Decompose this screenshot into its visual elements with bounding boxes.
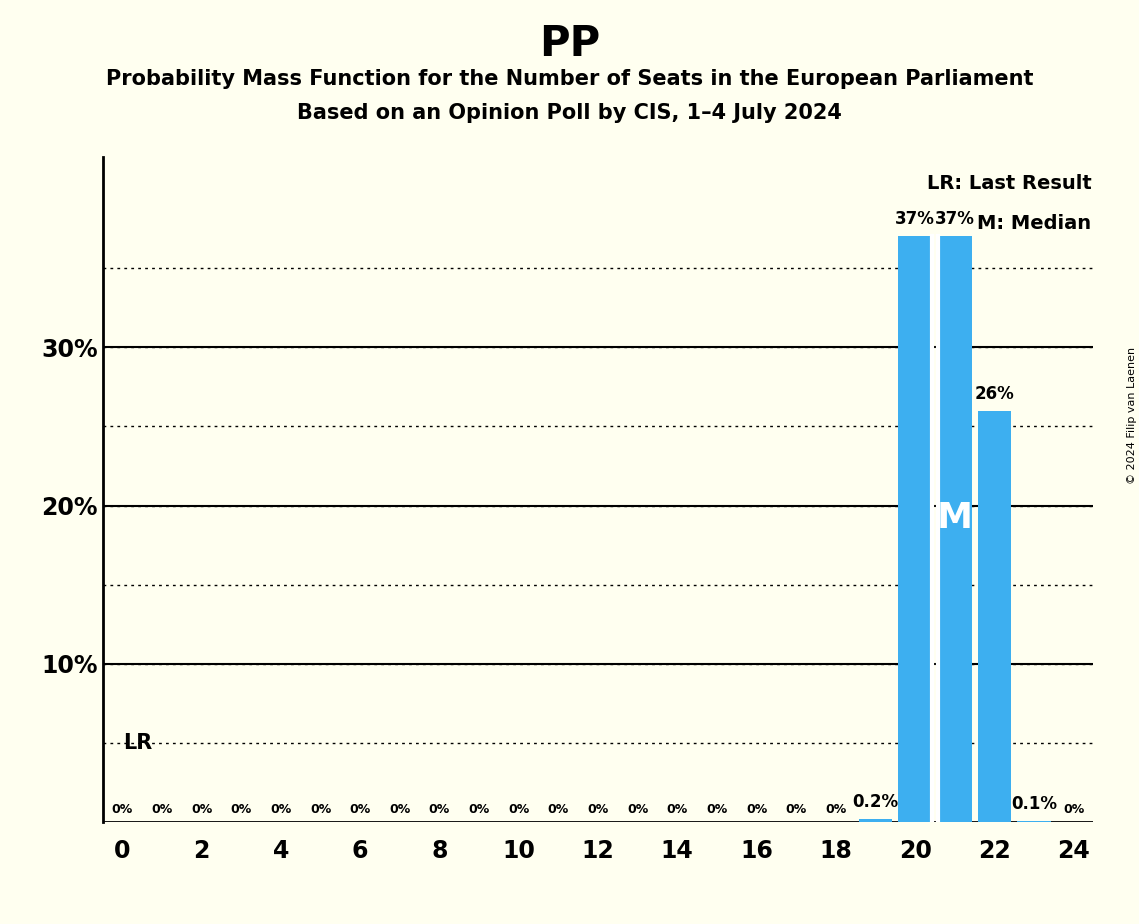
Text: 0%: 0% — [1063, 803, 1084, 816]
Text: 0.2%: 0.2% — [852, 794, 899, 811]
Text: 0%: 0% — [390, 803, 410, 816]
Text: 0%: 0% — [746, 803, 768, 816]
Bar — [899, 237, 932, 822]
Text: 0%: 0% — [270, 803, 292, 816]
Text: LR: LR — [123, 733, 153, 753]
Text: 0%: 0% — [468, 803, 490, 816]
Text: 0%: 0% — [112, 803, 133, 816]
Text: 0%: 0% — [350, 803, 371, 816]
Text: 0%: 0% — [230, 803, 252, 816]
Text: LR: Last Result: LR: Last Result — [927, 174, 1091, 193]
Text: 37%: 37% — [895, 211, 935, 228]
Text: 0%: 0% — [508, 803, 530, 816]
Text: 0%: 0% — [786, 803, 806, 816]
Text: 0%: 0% — [626, 803, 648, 816]
Text: Based on an Opinion Poll by CIS, 1–4 July 2024: Based on an Opinion Poll by CIS, 1–4 Jul… — [297, 103, 842, 124]
Text: 0%: 0% — [666, 803, 688, 816]
Bar — [937, 237, 972, 822]
Text: 0%: 0% — [428, 803, 450, 816]
Text: 37%: 37% — [935, 211, 975, 228]
Bar — [977, 410, 1011, 822]
Bar — [859, 820, 892, 822]
Text: M: Median: M: Median — [977, 213, 1091, 233]
Text: 0%: 0% — [310, 803, 331, 816]
Text: 0%: 0% — [151, 803, 173, 816]
Text: © 2024 Filip van Laenen: © 2024 Filip van Laenen — [1126, 347, 1137, 484]
Text: 0.1%: 0.1% — [1011, 795, 1057, 813]
Text: 0%: 0% — [548, 803, 570, 816]
Bar — [1017, 821, 1051, 822]
Text: M: M — [936, 501, 973, 535]
Text: 0%: 0% — [191, 803, 212, 816]
Text: 26%: 26% — [975, 384, 1014, 403]
Text: 0%: 0% — [588, 803, 608, 816]
Text: Probability Mass Function for the Number of Seats in the European Parliament: Probability Mass Function for the Number… — [106, 69, 1033, 90]
Text: 0%: 0% — [706, 803, 728, 816]
Text: 0%: 0% — [825, 803, 846, 816]
Text: PP: PP — [539, 23, 600, 65]
